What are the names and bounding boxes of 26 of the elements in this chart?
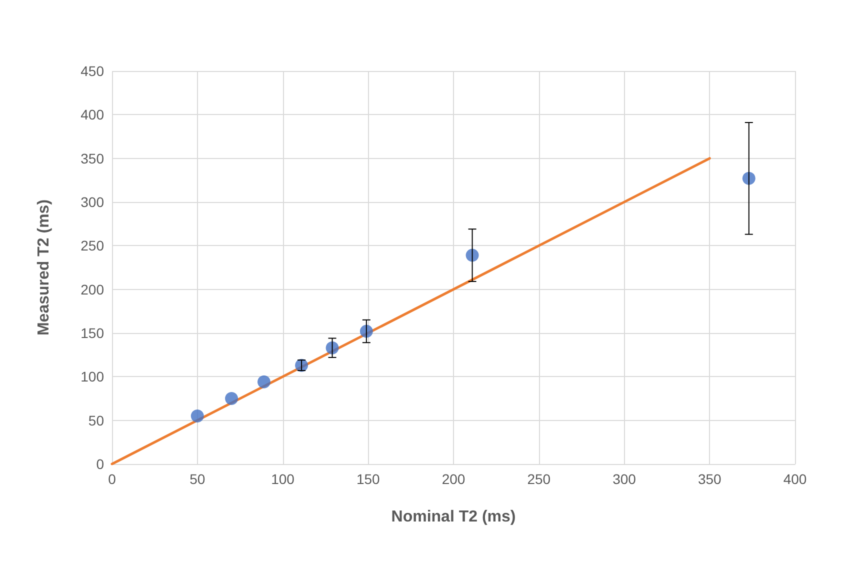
x-tick-label: 350 [698, 471, 722, 487]
y-tick-label: 100 [80, 368, 104, 385]
y-tick-label: 350 [80, 150, 104, 166]
x-tick-label: 150 [356, 471, 380, 487]
point [360, 324, 373, 338]
y-tick-label: 200 [80, 281, 104, 298]
x-tick-label: 400 [783, 471, 807, 487]
x-tick-label: 300 [612, 471, 636, 487]
x-tick-label: 200 [442, 471, 466, 487]
x-tick-label: 50 [190, 471, 206, 487]
y-tick-label: 150 [80, 325, 104, 341]
point [225, 392, 238, 405]
x-tick-label: 0 [108, 471, 116, 487]
y-tick-label: 250 [80, 238, 104, 254]
point [257, 375, 270, 388]
y-tick-label: 300 [80, 194, 104, 210]
x-tick-label: 250 [527, 471, 551, 487]
x-axis-title: Nominal T2 (ms) [391, 508, 516, 526]
point [190, 409, 204, 422]
y-axis-title: Measured T2 (ms) [36, 199, 52, 336]
y-tick-label: 0 [96, 456, 104, 472]
x-tick-label: 100 [271, 471, 295, 487]
y-tick-label: 450 [80, 63, 104, 79]
y-tick-label: 400 [80, 106, 104, 123]
y-tick-label: 50 [88, 412, 104, 428]
point [742, 172, 756, 185]
